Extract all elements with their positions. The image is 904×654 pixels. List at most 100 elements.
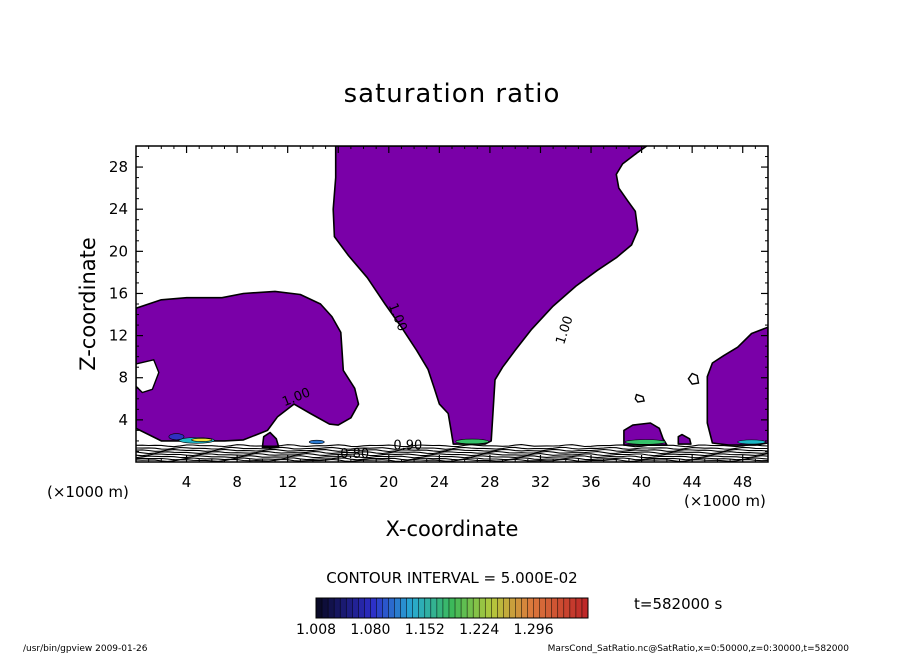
y-tick-label-20: 20 xyxy=(109,242,128,260)
colorbar-swatch-17 xyxy=(418,598,426,618)
y-tick-label-24: 24 xyxy=(109,200,128,218)
colorbar-swatch-34 xyxy=(521,598,528,618)
chart-title: saturation ratio xyxy=(344,79,561,109)
colorbar-swatch-15 xyxy=(406,598,414,618)
x-tick-label-24: 24 xyxy=(430,473,449,491)
contour-lines xyxy=(136,444,768,462)
x-tick-label-28: 28 xyxy=(480,473,499,491)
colorbar-swatch-3 xyxy=(334,598,341,618)
colorbar-tick-label-0: 1.008 xyxy=(296,622,336,638)
time-label: t=582000 s xyxy=(634,595,722,613)
colorbar-swatch-16 xyxy=(412,598,420,618)
colorbar-swatch-37 xyxy=(539,598,546,618)
colorbar-swatch-14 xyxy=(400,598,407,618)
colorbar-swatch-33 xyxy=(515,598,522,618)
x-tick-label-32: 32 xyxy=(531,473,550,491)
colorbar-swatch-22 xyxy=(448,598,456,618)
contour-region-islet-43 xyxy=(677,433,692,445)
colorbar xyxy=(315,597,589,619)
high-saturation-spot-5 xyxy=(308,439,325,445)
colorbar-swatch-4 xyxy=(340,598,347,618)
y-tick-label-28: 28 xyxy=(109,158,128,176)
high-saturation-spot-6 xyxy=(168,433,185,441)
colorbar-swatch-30 xyxy=(497,598,504,618)
colorbar-swatch-43 xyxy=(575,598,583,618)
footer-left: /usr/bin/gpview 2009-01-26 xyxy=(23,644,148,654)
surface-contour-line-5 xyxy=(136,455,768,459)
colorbar-tick-label-3: 1.224 xyxy=(459,622,499,638)
colorbar-swatch-0 xyxy=(316,598,323,618)
colorbar-swatch-40 xyxy=(557,598,565,618)
contour-hole-right-2 xyxy=(634,393,645,403)
colorbar-swatch-44 xyxy=(581,598,589,618)
colorbar-swatch-38 xyxy=(545,598,553,618)
colorbar-swatch-27 xyxy=(479,598,486,618)
colorbar-tick-label-2: 1.152 xyxy=(405,622,445,638)
colorbar-swatch-42 xyxy=(569,598,577,618)
colorbar-swatch-9 xyxy=(370,598,377,618)
surface-contour-line-2 xyxy=(136,448,768,453)
colorbar-swatch-10 xyxy=(376,598,383,618)
colorbar-swatch-19 xyxy=(430,598,438,618)
x-axis-label: X-coordinate xyxy=(386,517,519,541)
contour-label-1: 1.00 xyxy=(553,314,576,346)
colorbar-swatch-35 xyxy=(527,598,534,618)
colorbar-swatch-32 xyxy=(509,598,516,618)
high-saturation-spot-2 xyxy=(455,438,489,445)
y-tick-label-16: 16 xyxy=(109,284,128,302)
footer-right: MarsCond_SatRatio.nc@SatRatio,x=0:50000,… xyxy=(548,644,850,654)
colorbar-swatch-26 xyxy=(473,598,480,618)
colorbar-swatch-39 xyxy=(551,598,559,618)
contour-interval-text: CONTOUR INTERVAL = 5.000E-02 xyxy=(326,569,577,587)
colorbar-swatch-29 xyxy=(491,598,498,618)
colorbar-swatch-23 xyxy=(455,598,462,618)
colorbar-swatch-21 xyxy=(442,598,450,618)
x-tick-label-48: 48 xyxy=(733,473,752,491)
colorbar-ticks: 1.008 1.080 1.152 1.224 1.296 xyxy=(296,622,554,638)
x-axis: 4 8 12 16 20 24 28 32 36 40 44 48 xyxy=(148,146,756,491)
surface-contour-line-3 xyxy=(136,450,768,455)
x-tick-label-8: 8 xyxy=(232,473,242,491)
x-tick-label-20: 20 xyxy=(379,473,398,491)
y-tick-label-4: 4 xyxy=(118,411,128,429)
contour-label-3: 0.90 xyxy=(393,438,422,453)
high-saturation-spot-4 xyxy=(737,439,766,445)
colorbar-swatch-28 xyxy=(485,598,492,618)
contour-hole-left xyxy=(136,358,160,394)
colorbar-swatch-11 xyxy=(382,598,389,618)
contour-fill xyxy=(136,146,768,449)
x-tick-label-12: 12 xyxy=(278,473,297,491)
x-tick-label-44: 44 xyxy=(683,473,702,491)
colorbar-swatch-24 xyxy=(461,598,468,618)
high-saturation-spot-1 xyxy=(191,438,213,442)
contour-region-central-plume xyxy=(332,146,648,445)
colorbar-swatch-36 xyxy=(533,598,540,618)
colorbar-swatch-20 xyxy=(436,598,444,618)
colorbar-tick-label-4: 1.296 xyxy=(514,622,554,638)
contour-label-4: 0.80 xyxy=(340,447,369,462)
colorbar-tick-label-1: 1.080 xyxy=(350,622,390,638)
surface-contour-line-0 xyxy=(136,444,768,448)
contour-hole-right-1 xyxy=(687,372,700,385)
colorbar-swatch-13 xyxy=(394,598,401,618)
high-saturation-spot-3 xyxy=(624,439,666,445)
colorbar-frame xyxy=(315,597,589,619)
surface-contour-line-1 xyxy=(136,446,768,450)
x-axis-unit-left: (×1000 m) xyxy=(47,483,129,501)
x-tick-label-40: 40 xyxy=(632,473,651,491)
contour-region-islet-10 xyxy=(261,431,280,449)
surface-contour-line-4 xyxy=(136,453,768,457)
colorbar-swatch-25 xyxy=(467,598,474,618)
colorbar-swatch-12 xyxy=(388,598,395,618)
y-axis: 4 8 12 16 20 24 28 xyxy=(109,156,768,452)
contour-region-left-blob xyxy=(136,290,360,442)
x-tick-label-16: 16 xyxy=(329,473,348,491)
colorbar-swatch-41 xyxy=(563,598,571,618)
x-tick-label-36: 36 xyxy=(581,473,600,491)
colorbar-swatch-18 xyxy=(424,598,432,618)
contour-region-right-blob xyxy=(706,326,768,446)
colorbar-swatch-5 xyxy=(346,598,353,618)
colorbar-swatch-8 xyxy=(364,598,371,618)
colorbar-swatch-6 xyxy=(352,598,359,618)
